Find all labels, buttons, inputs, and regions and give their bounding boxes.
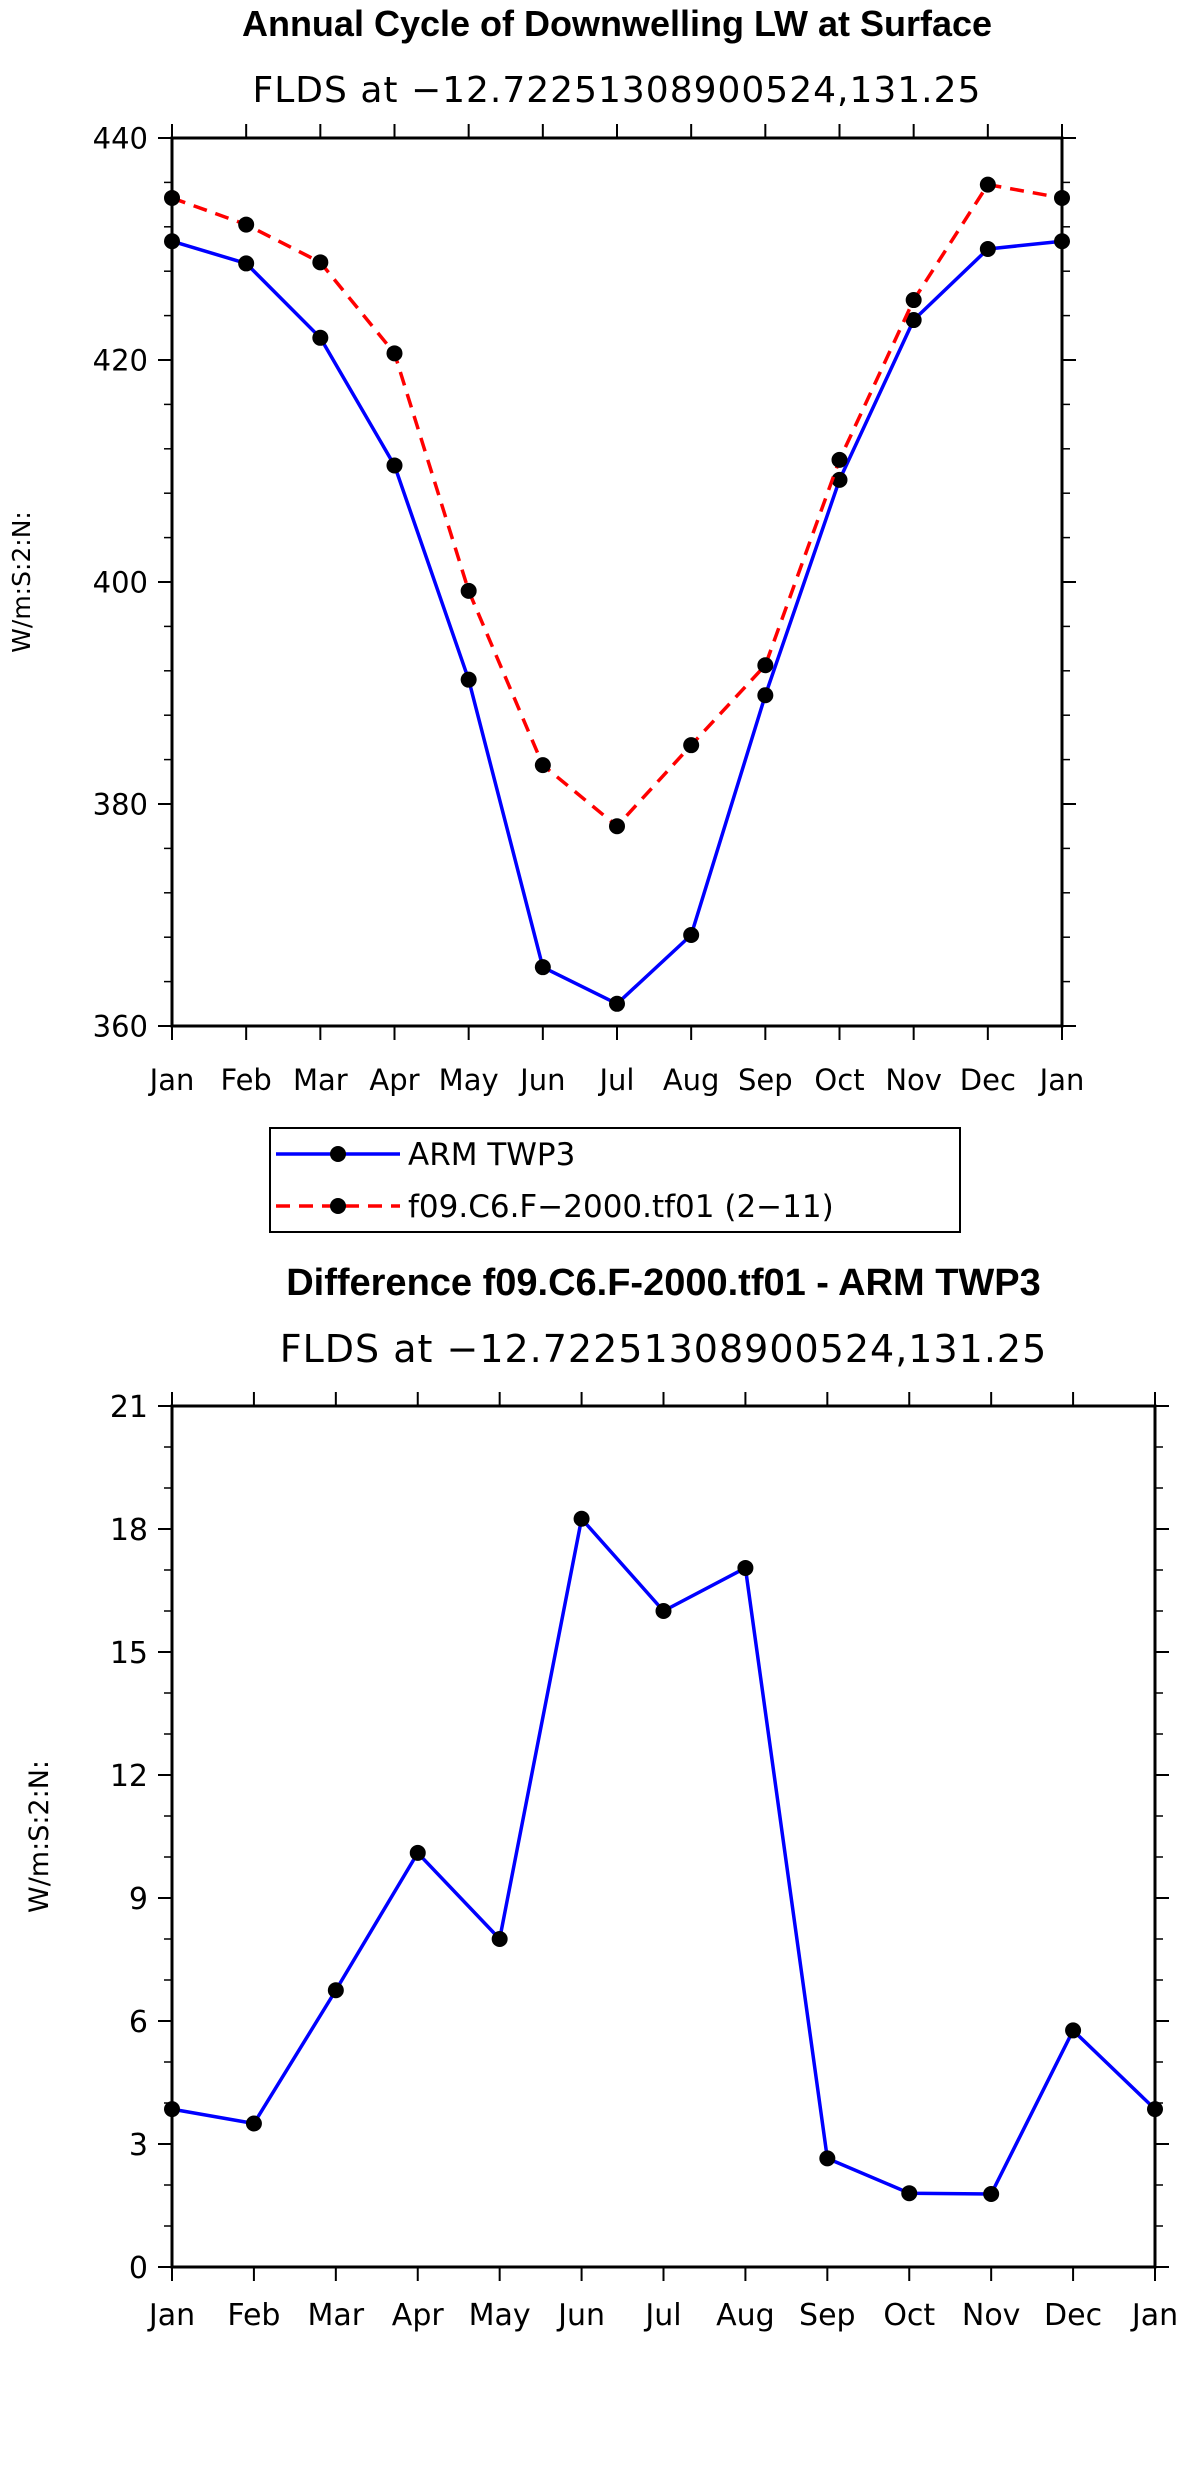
data-point [683,737,700,754]
data-point [983,2186,1000,2203]
data-point [534,757,551,774]
data-point [683,926,700,943]
chart-title: Annual Cycle of Downwelling LW at Surfac… [242,3,992,44]
chart-subtitle: FLDS at −12.72251308900524,131.25 [253,70,982,111]
x-tick-label: Oct [814,1063,864,1097]
x-tick-label: Nov [962,2298,1021,2333]
x-tick-label: Jul [598,1063,635,1097]
data-point [819,2150,836,2167]
y-tick-label: 21 [110,1390,148,1425]
y-axis-label: W/m:S:2:N: [7,511,36,653]
x-tick-label: Sep [738,1063,793,1097]
x-tick-label: Jun [556,2298,605,2333]
series-line-2 [171,182,1063,828]
x-tick-label: Sep [799,2298,856,2333]
data-point [1065,2022,1082,2039]
x-tick-label: Aug [716,2298,775,2333]
chart-panel-2: Difference f09.C6.F-2000.tf01 - ARM TWP3… [24,1262,1178,2333]
x-tick-label: Apr [369,1063,419,1097]
y-tick-label: 400 [93,565,148,599]
data-point [1054,189,1070,206]
data-point [757,687,774,704]
data-point [164,2101,180,2118]
data-point [655,1603,672,1619]
data-point [905,292,922,309]
legend-entry-2: f09.C6.F−2000.tf01 (2−11) [408,1189,834,1225]
data-point [238,255,255,272]
x-tick-label: Jun [518,1063,565,1097]
data-point [831,451,848,468]
data-point [460,582,477,599]
data-point [757,657,774,674]
x-tick-label: Jan [148,1063,195,1097]
series-line-1 [171,239,1063,1006]
data-point [460,671,477,688]
data-point [386,345,403,362]
chart-subtitle: FLDS at −12.72251308900524,131.25 [280,1327,1048,1371]
legend-box [269,1127,961,1233]
chart-title: Difference f09.C6.F-2000.tf01 - ARM TWP3 [286,1262,1041,1304]
y-tick-label: 360 [93,1009,148,1043]
data-point [245,2115,262,2132]
plot-frame [170,136,1064,1028]
x-tick-label: Jul [643,2298,681,2333]
x-tick-label: Dec [960,1063,1016,1097]
x-tick-label: Oct [883,2298,935,2333]
plot-frame [170,1404,1157,2269]
data-point [534,959,551,976]
data-point [312,329,329,346]
y-tick-label: 18 [110,1513,148,1548]
y-tick-label: 6 [129,2005,148,2040]
data-point [491,1931,508,1947]
x-tick-label: Apr [392,2298,445,2333]
y-tick-label: 420 [93,343,148,377]
data-point [312,254,329,271]
data-point [831,471,848,488]
y-tick-label: 3 [129,2128,148,2163]
data-point [979,176,996,193]
y-tick-label: 440 [93,121,148,155]
x-tick-label: Jan [1038,1063,1085,1097]
data-point [409,1844,426,1861]
data-point [164,233,180,250]
data-point [609,818,625,835]
x-tick-label: Mar [293,1063,348,1097]
data-point [386,457,403,474]
x-tick-label: May [469,2298,531,2333]
data-point [1054,233,1070,250]
y-axis-label: W/m:S:2:N: [24,1760,55,1913]
data-point [238,216,255,233]
data-point [573,1510,590,1527]
legend-entry-1: ARM TWP3 [408,1137,575,1173]
y-tick-label: 15 [110,1636,148,1671]
x-tick-label: Feb [227,2298,280,2333]
legend-marker [330,1198,346,1214]
data-point [327,1982,344,1999]
x-tick-label: Jan [147,2298,195,2333]
data-point [905,312,922,329]
y-tick-label: 0 [129,2251,148,2286]
x-tick-label: Mar [308,2298,365,2333]
y-tick-label: 9 [129,1882,148,1917]
data-point [609,995,625,1012]
x-tick-label: Feb [220,1063,271,1097]
x-tick-label: Dec [1044,2298,1102,2333]
x-tick-label: Jan [1130,2298,1178,2333]
data-point [901,2185,918,2202]
data-point [979,241,996,257]
chart-panel-1: Annual Cycle of Downwelling LW at Surfac… [7,3,1085,1233]
y-tick-label: 12 [110,1759,148,1794]
legend-marker [330,1146,346,1162]
y-tick-label: 380 [93,787,148,821]
x-tick-label: Nov [885,1063,942,1097]
x-tick-label: Aug [663,1063,720,1097]
data-point [164,189,180,206]
series-line-1 [171,1517,1157,2196]
x-tick-label: May [439,1063,499,1097]
data-point [737,1559,754,1576]
data-point [1147,2101,1163,2118]
